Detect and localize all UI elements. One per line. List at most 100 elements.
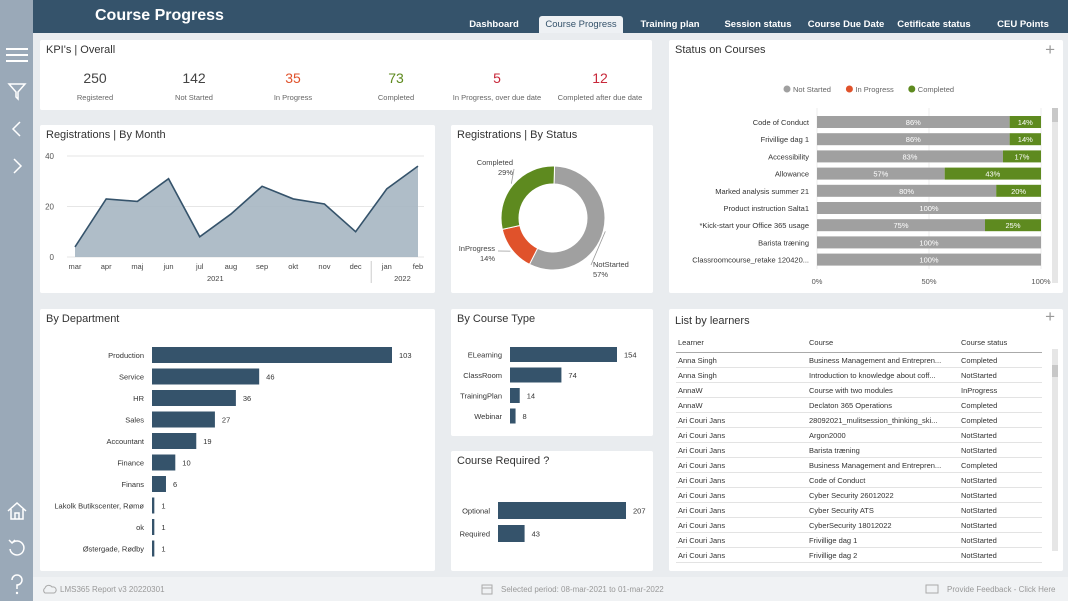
- bar: [510, 408, 516, 424]
- table-row[interactable]: Ari Couri Jans Frivillige dag 2 NotStarted: [676, 547, 1042, 563]
- learner-cell: Ari Couri Jans: [676, 532, 807, 548]
- status-bar-segment: [1002, 150, 1041, 163]
- bar: [152, 368, 260, 385]
- donut-label: Completed: [477, 158, 513, 167]
- kpi-registered: 250 Registered: [40, 70, 150, 102]
- table-row[interactable]: Anna Singh Introduction to knowledge abou…: [676, 367, 1042, 383]
- filter-icon[interactable]: [4, 78, 29, 103]
- category-label: Classroomcourse_retake 120420...: [692, 256, 809, 265]
- table-row[interactable]: Ari Couri Jans 28092021_mulitsession_thin…: [676, 412, 1042, 428]
- learner-cell: Ari Couri Jans: [676, 502, 807, 518]
- year-label: 2022: [394, 274, 411, 283]
- col-learner[interactable]: Learner: [676, 335, 807, 353]
- x-tick-label: dec: [350, 262, 362, 271]
- course-cell: Cyber Security 26012022: [807, 487, 959, 503]
- department-chart: Production 103 Service 46 HR 36 Sales 27 Account…: [54, 347, 412, 557]
- bar-value-label: 1: [161, 545, 165, 554]
- status-cell: NotStarted: [959, 427, 1042, 443]
- tab-dashboard[interactable]: Dashboard: [469, 19, 519, 30]
- bar: [510, 367, 562, 383]
- learners-title: List by learners: [675, 315, 750, 327]
- tab-course-due-date[interactable]: Course Due Date: [807, 19, 885, 30]
- tab-session-status[interactable]: Session status: [724, 19, 792, 30]
- chevron-right-icon[interactable]: [4, 153, 29, 178]
- table-row[interactable]: Ari Couri Jans CyberSecurity 18012022 NotS…: [676, 517, 1042, 533]
- course-cell: Frivillige dag 2: [807, 547, 959, 563]
- feedback-text[interactable]: Provide Feedback - Click Here: [947, 585, 1056, 594]
- chevron-left-icon[interactable]: [4, 116, 29, 141]
- kpi-in-progress: 35 In Progress: [238, 70, 348, 102]
- status-scrollbar[interactable]: [1052, 108, 1058, 283]
- kpi-label: Registered: [76, 93, 114, 102]
- donut-label: InProgress: [459, 244, 496, 253]
- bar-value-label: 103: [399, 351, 412, 360]
- x-tick-label: aug: [225, 262, 238, 271]
- bar-value-label: 36: [243, 394, 251, 403]
- status-bar-segment: [817, 184, 997, 197]
- learners-scrollbar[interactable]: [1052, 349, 1058, 551]
- bar: [152, 540, 155, 557]
- status-courses-chart: Not Started In Progress Completed 0% 50% 100%…: [692, 85, 1051, 286]
- header: Course Progress Dashboard Course Progres…: [33, 0, 1068, 33]
- course-required-card: Course Required ? Optional 207 Required 43: [451, 451, 653, 571]
- table-row[interactable]: AnnaW Course with two modules InProgress: [676, 382, 1042, 398]
- category-label: ClassRoom: [463, 371, 502, 380]
- donut-pct: 29%: [498, 168, 513, 177]
- segment-label: 83%: [902, 152, 917, 161]
- bar: [498, 502, 626, 519]
- kpi-completed: 73 Completed: [341, 70, 451, 102]
- table-row[interactable]: Ari Couri Jans Business Management and En…: [676, 457, 1042, 473]
- reset-icon[interactable]: [4, 535, 29, 560]
- status-bar-segment: [1009, 116, 1041, 128]
- course-cell: Barista træning: [807, 442, 959, 458]
- table-row[interactable]: AnnaW Declaton 365 Operations Completed: [676, 397, 1042, 413]
- course-cell: 28092021_mulitsession_thinking_ski...: [807, 412, 959, 428]
- x-tick-label: okt: [288, 262, 299, 271]
- category-label: Service: [119, 373, 144, 382]
- category-label: Code of Conduct: [753, 118, 810, 127]
- table-row[interactable]: Ari Couri Jans Code of Conduct NotStarted: [676, 472, 1042, 488]
- kpi-card: KPI's | Overall 250 Registered 142 Not Star…: [40, 40, 652, 110]
- course-required-chart: Optional 207 Required 43: [460, 502, 646, 542]
- table-row[interactable]: Ari Couri Jans Frivillige dag 1 NotStarted: [676, 532, 1042, 548]
- help-icon[interactable]: [4, 572, 29, 597]
- tab-ceu-points[interactable]: CEU Points: [997, 19, 1049, 30]
- registrations-month-title: Registrations | By Month: [46, 129, 166, 141]
- legend-dot: [783, 85, 791, 93]
- kpi-title: KPI's | Overall: [46, 44, 116, 56]
- tab-course-progress[interactable]: Course Progress: [539, 16, 623, 33]
- expand-icon[interactable]: +: [1045, 307, 1055, 326]
- expand-icon[interactable]: +: [1045, 40, 1055, 59]
- status-bar-segment: [817, 202, 1041, 214]
- status-courses-card: Status on Courses + Not Started In Progre…: [669, 40, 1063, 293]
- table-row[interactable]: Ari Couri Jans Cyber Security 26012022 Not…: [676, 487, 1042, 503]
- category-label: Marked analysis summer 21: [715, 187, 809, 196]
- segment-label: 75%: [893, 221, 908, 230]
- table-row[interactable]: Ari Couri Jans Cyber Security ATS NotStart…: [676, 502, 1042, 518]
- table-row[interactable]: Ari Couri Jans Argon2000 NotStarted: [676, 427, 1042, 443]
- table-row[interactable]: Anna Singh Business Management and Entrep…: [676, 352, 1042, 368]
- tab-cetificate-status[interactable]: Cetificate status: [897, 19, 971, 30]
- bar-value-label: 46: [266, 373, 274, 382]
- course-cell: Frivillige dag 1: [807, 532, 959, 548]
- feedback-link[interactable]: Provide Feedback - Click Here: [925, 584, 1055, 595]
- home-icon[interactable]: [4, 498, 29, 523]
- status-cell: Completed: [959, 397, 1042, 413]
- segment-label: 25%: [1005, 221, 1020, 230]
- learner-cell: AnnaW: [676, 382, 807, 398]
- table-row[interactable]: Ari Couri Jans Barista træning NotStarted: [676, 442, 1042, 458]
- kpi-value: 73: [388, 70, 404, 86]
- category-label: Barista træning: [758, 238, 809, 247]
- category-label: Webinar: [474, 412, 502, 421]
- col-course[interactable]: Course: [807, 335, 959, 353]
- bar: [152, 519, 155, 535]
- tab-training-plan[interactable]: Training plan: [640, 19, 700, 30]
- category-label: *Kick-start your Office 365 usage: [700, 221, 810, 230]
- learner-cell: Ari Couri Jans: [676, 412, 807, 428]
- feedback-icon: [925, 584, 939, 594]
- bar: [510, 347, 617, 362]
- col-course-status[interactable]: Course status: [959, 335, 1042, 353]
- kpi-not-started: 142 Not Started: [139, 70, 249, 102]
- menu-icon[interactable]: [4, 42, 29, 67]
